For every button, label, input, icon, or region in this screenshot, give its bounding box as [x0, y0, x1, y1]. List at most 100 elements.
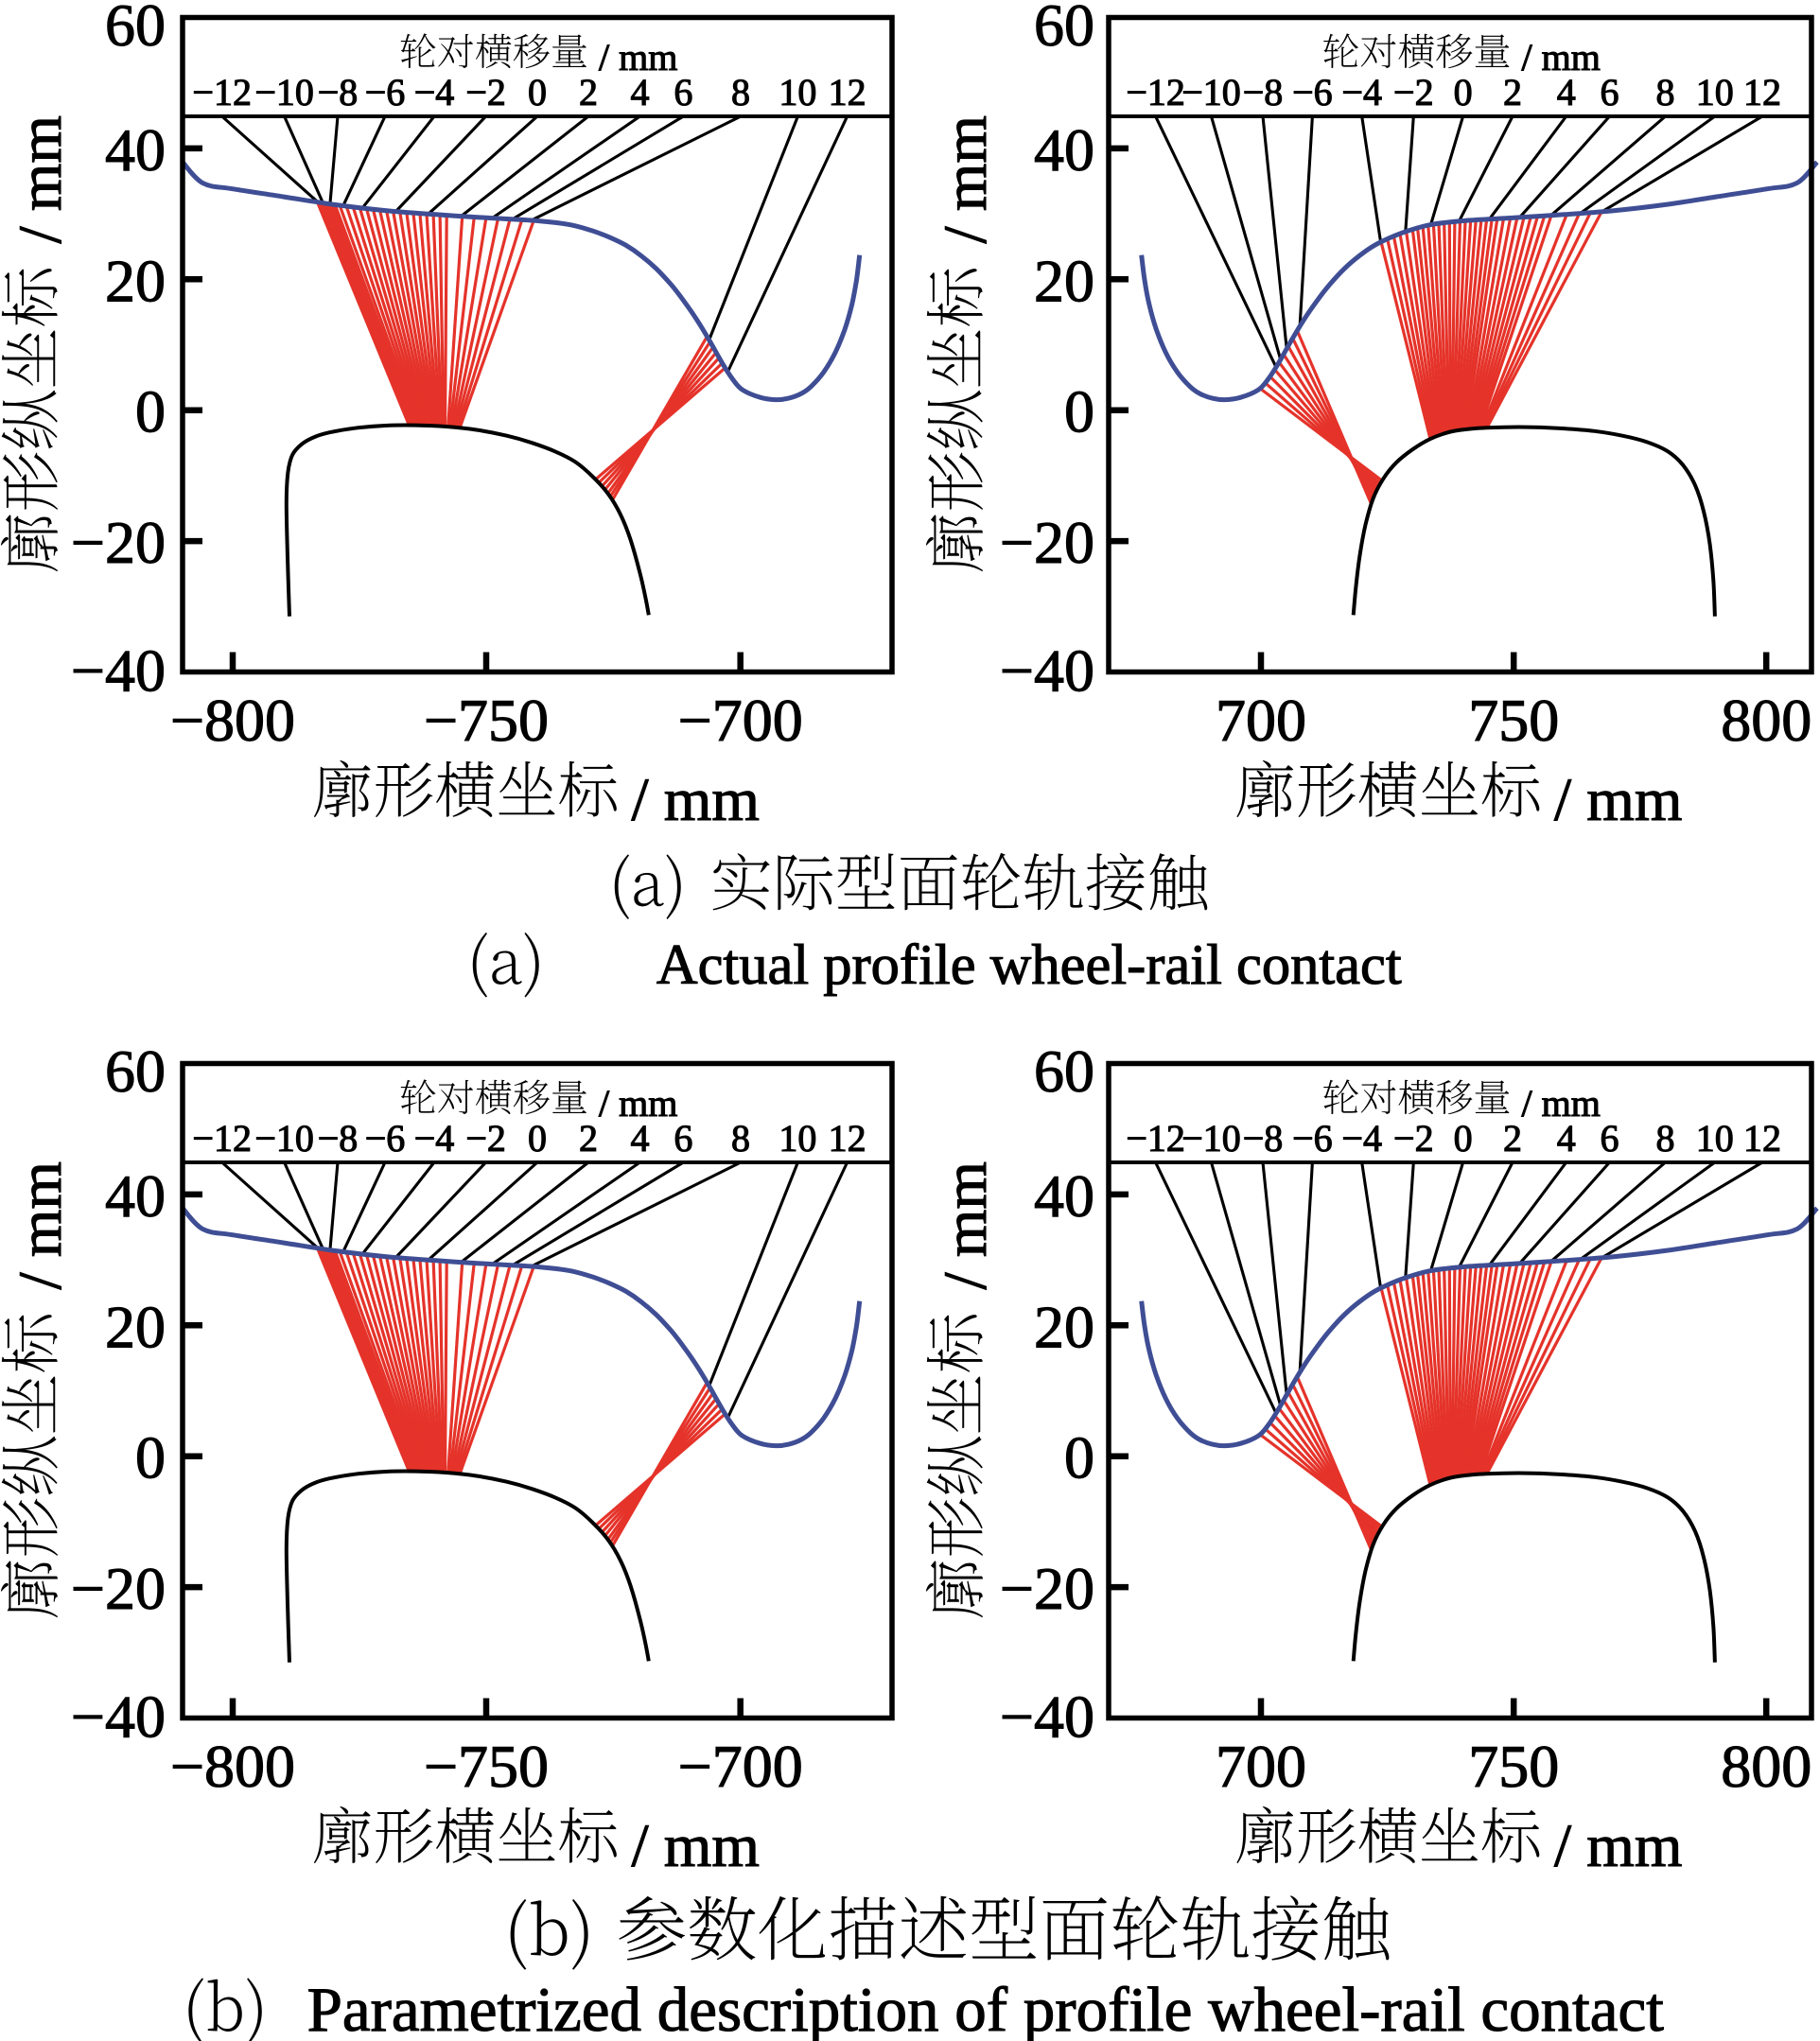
svg-text:−2: −2 — [465, 71, 506, 113]
svg-text:0: 0 — [528, 1117, 547, 1160]
svg-text:−2: −2 — [1393, 71, 1434, 113]
svg-text:/ mm: / mm — [599, 36, 677, 78]
svg-text:40: 40 — [105, 116, 166, 183]
svg-text:20: 20 — [105, 247, 166, 314]
svg-text:0: 0 — [1454, 71, 1473, 113]
svg-text:40: 40 — [1034, 116, 1094, 183]
svg-text:10: 10 — [779, 1117, 816, 1160]
svg-text:6: 6 — [1601, 71, 1619, 113]
svg-text:−800: −800 — [170, 687, 295, 754]
svg-text:4: 4 — [1557, 71, 1576, 113]
svg-text:8: 8 — [731, 1117, 750, 1160]
svg-text:/ mm: / mm — [599, 1082, 677, 1125]
svg-text:−12: −12 — [1126, 1117, 1185, 1160]
svg-text:−40: −40 — [71, 637, 166, 705]
svg-text:/ mm: / mm — [632, 766, 760, 834]
svg-text:Parametrized description of pr: Parametrized description of profile whee… — [307, 1975, 1665, 2041]
svg-text:8: 8 — [1656, 71, 1675, 113]
svg-text:/ mm: / mm — [1522, 1082, 1601, 1125]
svg-text:−10: −10 — [254, 71, 314, 113]
svg-text:−20: −20 — [1000, 1555, 1094, 1622]
svg-text:12: 12 — [1743, 1117, 1781, 1160]
svg-text:−20: −20 — [71, 509, 166, 576]
svg-text:10: 10 — [779, 71, 816, 113]
svg-text:10: 10 — [1696, 1117, 1734, 1160]
svg-text:800: 800 — [1721, 687, 1811, 754]
svg-text:0: 0 — [1064, 1424, 1094, 1492]
svg-text:−40: −40 — [1000, 1683, 1094, 1751]
svg-text:−40: −40 — [71, 1683, 166, 1751]
svg-text:−12: −12 — [192, 71, 252, 113]
svg-text:−10: −10 — [254, 1117, 314, 1160]
svg-text:/ mm: / mm — [1554, 766, 1682, 834]
svg-text:/ mm: / mm — [1522, 36, 1601, 78]
svg-text:0: 0 — [528, 71, 547, 113]
svg-text:12: 12 — [829, 71, 866, 113]
svg-text:−700: −700 — [678, 687, 803, 754]
svg-text:20: 20 — [1034, 1293, 1094, 1360]
svg-text:4: 4 — [1557, 1117, 1576, 1160]
svg-text:2: 2 — [579, 1117, 598, 1160]
svg-text:10: 10 — [1696, 71, 1734, 113]
svg-text:−20: −20 — [71, 1555, 166, 1622]
svg-text:750: 750 — [1468, 1733, 1559, 1800]
svg-text:2: 2 — [1503, 1117, 1522, 1160]
svg-text:−4: −4 — [1341, 71, 1382, 113]
svg-text:−750: −750 — [424, 1733, 549, 1800]
svg-text:−6: −6 — [1292, 1117, 1333, 1160]
svg-text:−2: −2 — [1393, 1117, 1434, 1160]
svg-text:−6: −6 — [365, 1117, 406, 1160]
svg-text:700: 700 — [1216, 1733, 1306, 1800]
svg-text:800: 800 — [1721, 1733, 1811, 1800]
svg-text:−20: −20 — [1000, 509, 1094, 576]
svg-text:20: 20 — [105, 1293, 166, 1360]
svg-text:/ mm: / mm — [932, 115, 1000, 243]
svg-text:−8: −8 — [1243, 71, 1284, 113]
svg-text:−4: −4 — [414, 1117, 455, 1160]
svg-text:−8: −8 — [318, 71, 359, 113]
svg-text:−750: −750 — [424, 687, 549, 754]
svg-text:−4: −4 — [1341, 1117, 1382, 1160]
svg-text:8: 8 — [1656, 1117, 1675, 1160]
svg-text:−10: −10 — [1181, 71, 1241, 113]
svg-text:60: 60 — [105, 0, 166, 59]
svg-text:0: 0 — [1064, 378, 1094, 445]
svg-text:/ mm: / mm — [932, 1161, 1000, 1289]
svg-text:2: 2 — [1503, 71, 1522, 113]
svg-text:6: 6 — [674, 71, 692, 113]
svg-text:−12: −12 — [192, 1117, 252, 1160]
svg-text:/ mm: / mm — [1554, 1812, 1682, 1880]
svg-text:−6: −6 — [1292, 71, 1333, 113]
svg-text:750: 750 — [1468, 687, 1559, 754]
svg-text:/ mm: / mm — [7, 1161, 75, 1289]
svg-text:−8: −8 — [318, 1117, 359, 1160]
svg-text:−4: −4 — [414, 71, 455, 113]
svg-text:4: 4 — [631, 71, 650, 113]
svg-text:40: 40 — [105, 1162, 166, 1230]
svg-text:−10: −10 — [1181, 1117, 1241, 1160]
svg-text:/ mm: / mm — [7, 115, 75, 243]
svg-text:−6: −6 — [365, 71, 406, 113]
svg-text:0: 0 — [135, 1424, 166, 1492]
svg-text:Actual profile wheel-rail cont: Actual profile wheel-rail contact — [656, 933, 1402, 997]
svg-text:12: 12 — [829, 1117, 866, 1160]
svg-text:/ mm: / mm — [632, 1812, 760, 1880]
svg-text:−800: −800 — [170, 1733, 295, 1800]
svg-text:6: 6 — [674, 1117, 692, 1160]
svg-text:12: 12 — [1743, 71, 1781, 113]
svg-text:60: 60 — [105, 1038, 166, 1105]
svg-text:6: 6 — [1601, 1117, 1619, 1160]
svg-text:4: 4 — [631, 1117, 650, 1160]
svg-text:60: 60 — [1034, 0, 1094, 59]
svg-text:0: 0 — [135, 378, 166, 445]
svg-text:−700: −700 — [678, 1733, 803, 1800]
svg-text:−8: −8 — [1243, 1117, 1284, 1160]
svg-text:0: 0 — [1454, 1117, 1473, 1160]
svg-text:2: 2 — [579, 71, 598, 113]
svg-text:−2: −2 — [465, 1117, 506, 1160]
svg-text:−40: −40 — [1000, 637, 1094, 705]
svg-text:8: 8 — [731, 71, 750, 113]
svg-text:700: 700 — [1216, 687, 1306, 754]
svg-text:40: 40 — [1034, 1162, 1094, 1230]
svg-text:60: 60 — [1034, 1038, 1094, 1105]
